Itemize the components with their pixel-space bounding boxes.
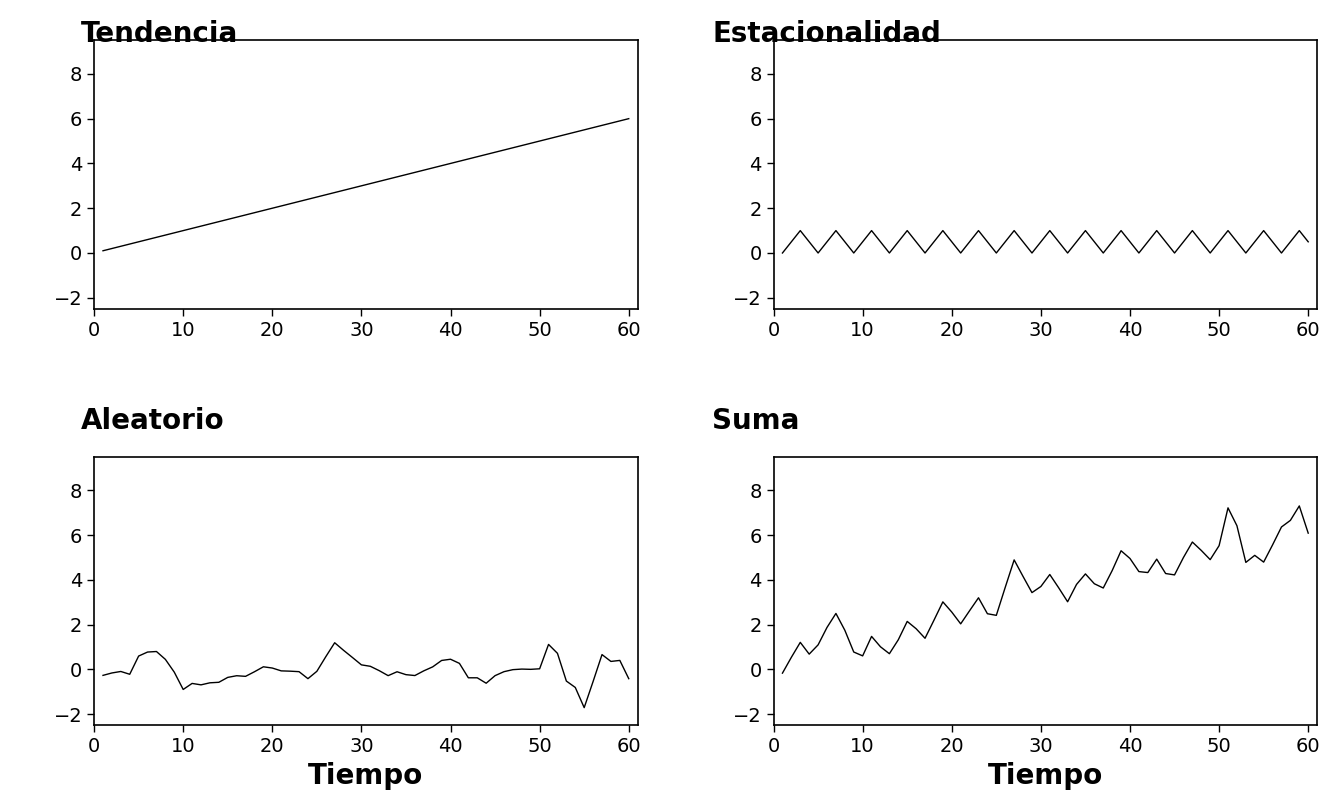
Text: Estacionalidad: Estacionalidad xyxy=(712,20,941,48)
X-axis label: Tiempo: Tiempo xyxy=(988,762,1103,790)
Text: Suma: Suma xyxy=(712,407,800,435)
X-axis label: Tiempo: Tiempo xyxy=(308,762,423,790)
Text: Tendencia: Tendencia xyxy=(81,20,238,48)
Text: Aleatorio: Aleatorio xyxy=(81,407,224,435)
